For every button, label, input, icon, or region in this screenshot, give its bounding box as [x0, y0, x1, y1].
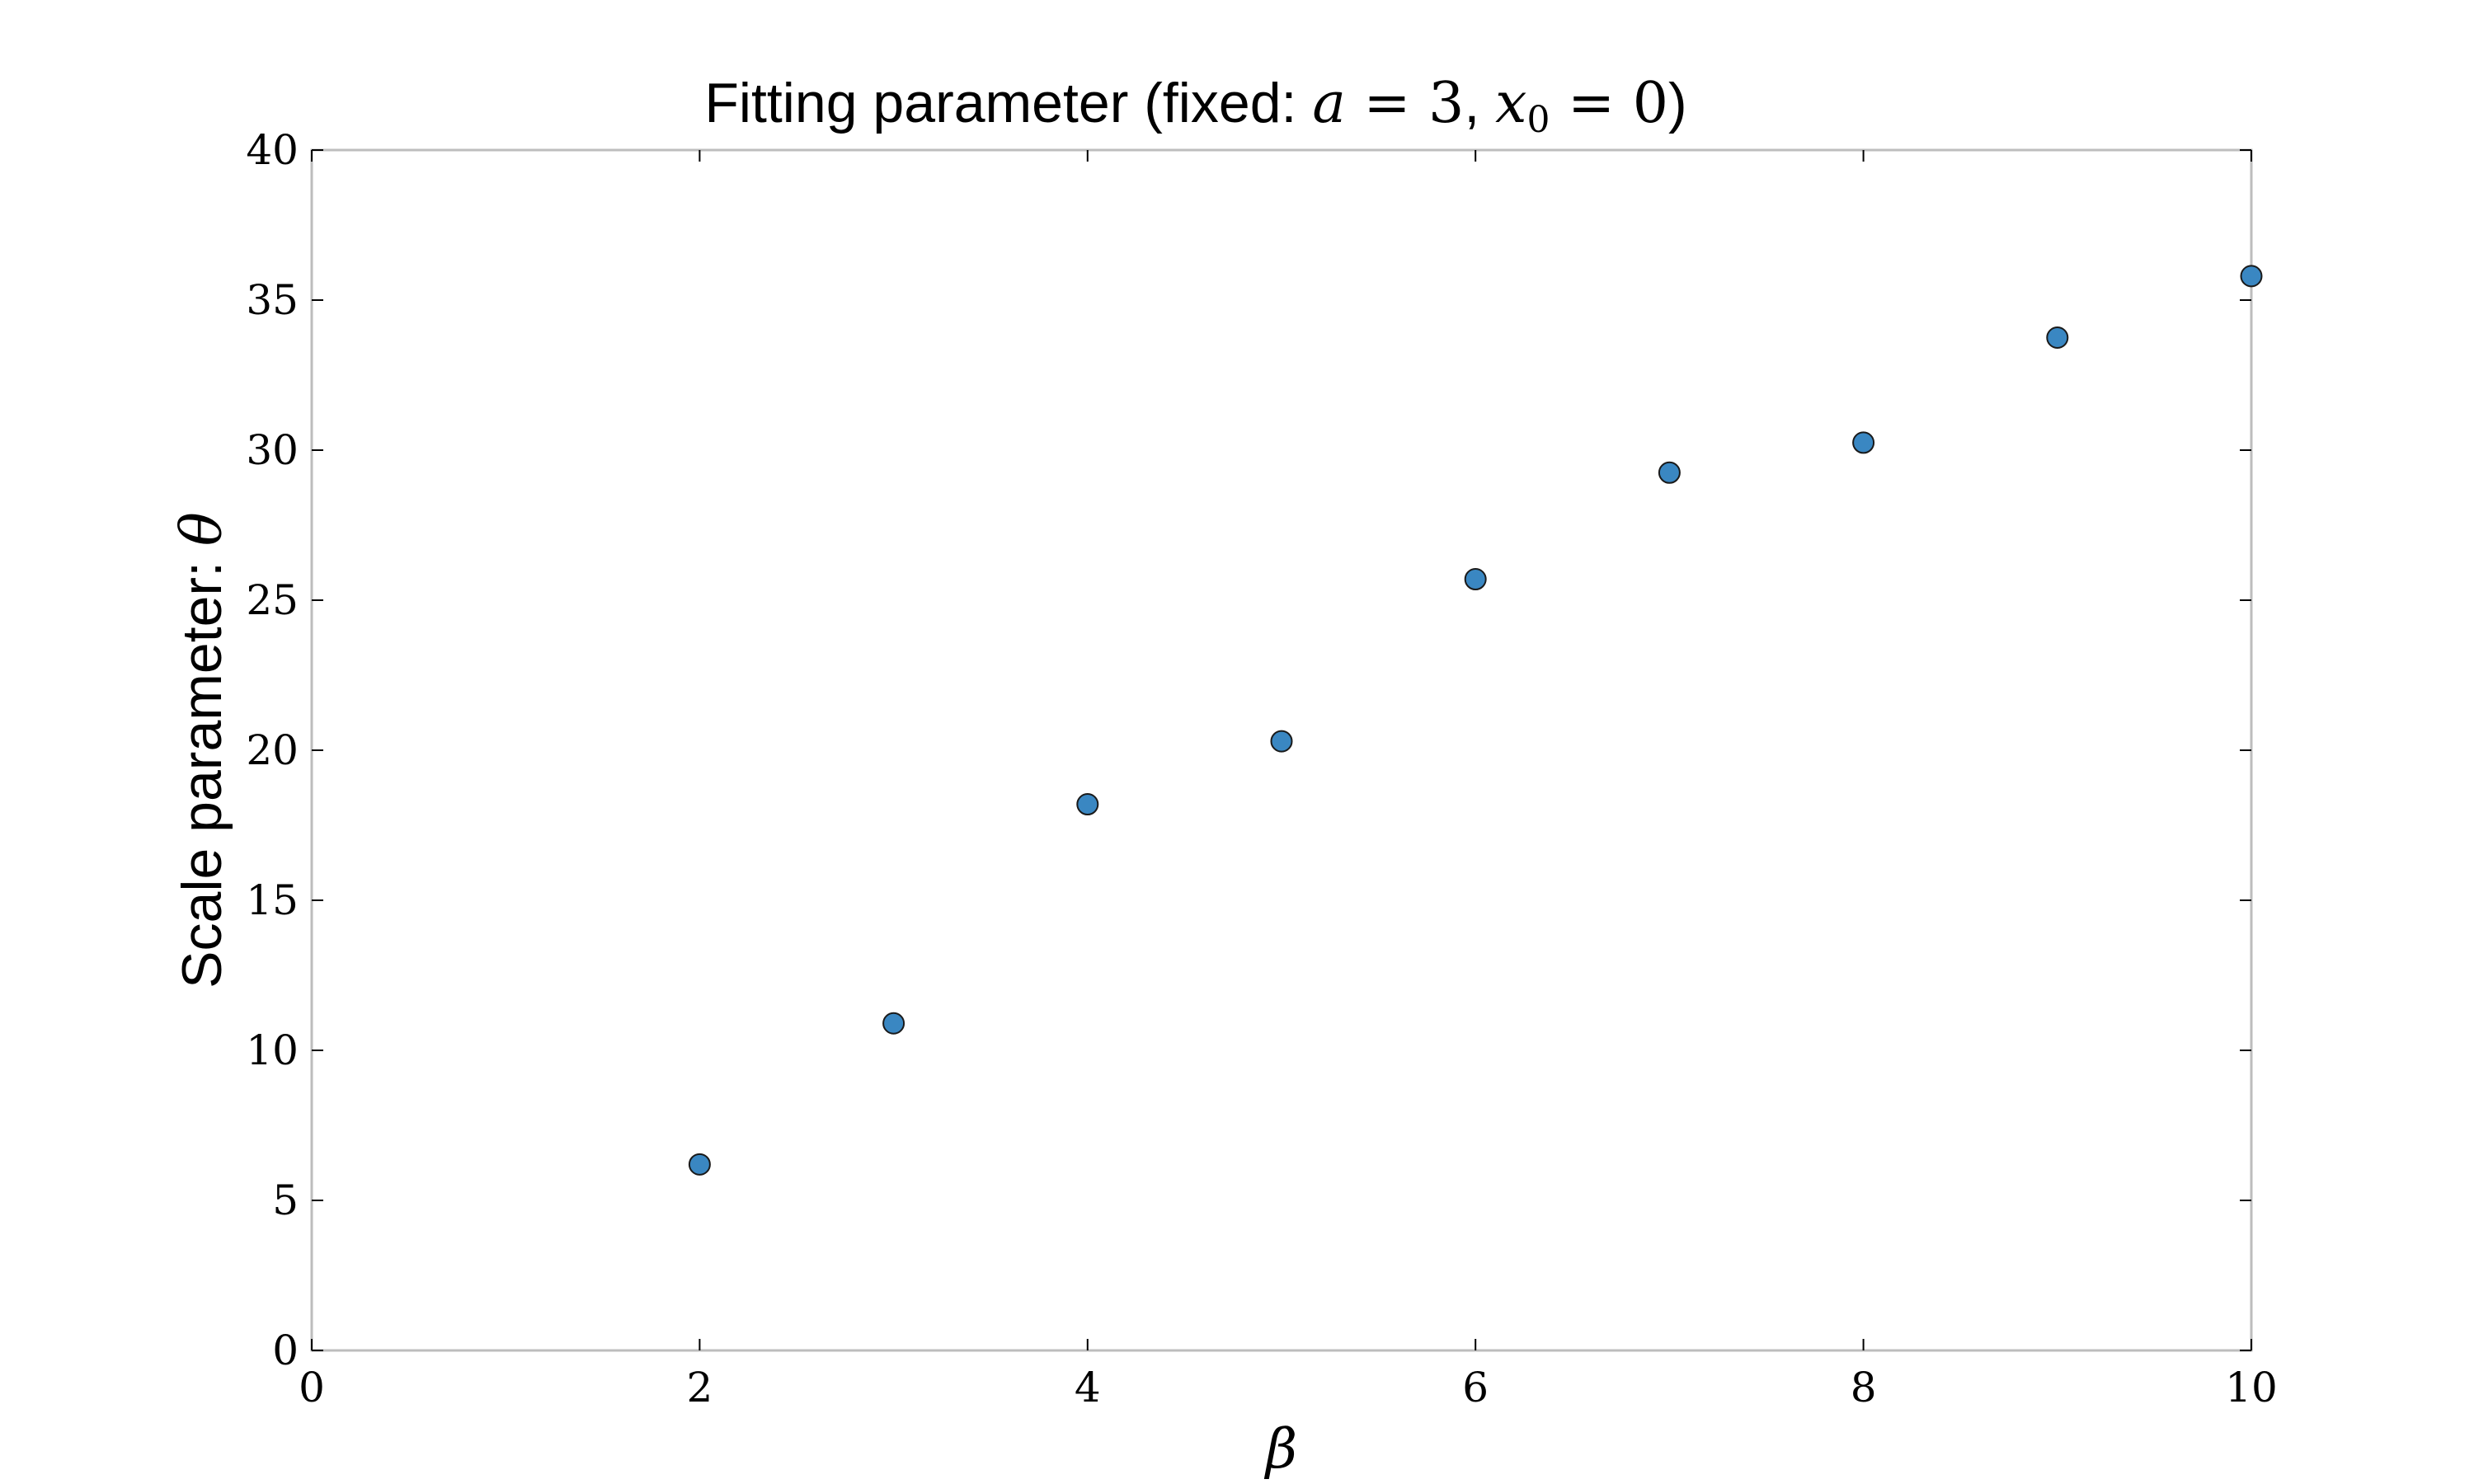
title-param-x-name: x: [1495, 71, 1526, 136]
data-points: [688, 265, 2263, 1176]
x-tick-label: 4: [1075, 1364, 1101, 1411]
title-equals-x: =: [1550, 71, 1633, 136]
data-point: [1658, 461, 1681, 484]
y-tick-label: 30: [246, 426, 299, 474]
y-tick-label: 35: [246, 276, 299, 324]
y-axis-label-symbol: θ: [170, 512, 235, 546]
data-point: [1464, 568, 1487, 591]
title-param-x-subscript: 0: [1527, 99, 1550, 141]
data-point: [882, 1012, 905, 1035]
y-axis-label-text: Scale parameter:: [171, 546, 233, 989]
title-param-a-name: a: [1312, 71, 1346, 136]
title-param-a-value: 3: [1428, 71, 1464, 136]
y-tick-label: 5: [272, 1176, 299, 1224]
data-point: [1076, 793, 1099, 816]
y-tick-label: 40: [246, 126, 299, 174]
title-prefix: Fitting parameter (fixed:: [704, 72, 1312, 134]
y-tick-label: 10: [246, 1026, 299, 1074]
y-axis: 0 5 10 15 20 25 30 35 40: [246, 126, 2251, 1374]
x-axis-label: β: [1263, 1417, 1297, 1481]
data-point: [1270, 730, 1293, 753]
title-suffix: ): [1668, 72, 1687, 134]
x-tick-label: 6: [1462, 1364, 1489, 1411]
x-tick-label: 8: [1851, 1364, 1877, 1411]
y-tick-label: 25: [246, 576, 299, 624]
y-tick-label: 0: [272, 1327, 299, 1374]
chart-title: Fitting parameter (fixed: a = 3, x0 = 0): [704, 71, 1686, 141]
title-param-x-value: 0: [1633, 71, 1668, 136]
x-tick-label: 2: [686, 1364, 713, 1411]
data-point: [1852, 431, 1875, 454]
x-tick-label: 0: [299, 1364, 325, 1411]
y-tick-label: 15: [246, 876, 299, 924]
title-equals-a: =: [1346, 71, 1428, 136]
data-point: [688, 1153, 711, 1176]
y-tick-label: 20: [246, 726, 299, 774]
data-point: [2046, 326, 2069, 349]
y-axis-label: Scale parameter: θ: [170, 512, 235, 989]
title-separator: ,: [1464, 72, 1495, 134]
x-axis: 0 2 4 6 8 10: [299, 150, 2278, 1411]
x-tick-label: 10: [2225, 1364, 2278, 1411]
data-point: [2240, 265, 2263, 288]
